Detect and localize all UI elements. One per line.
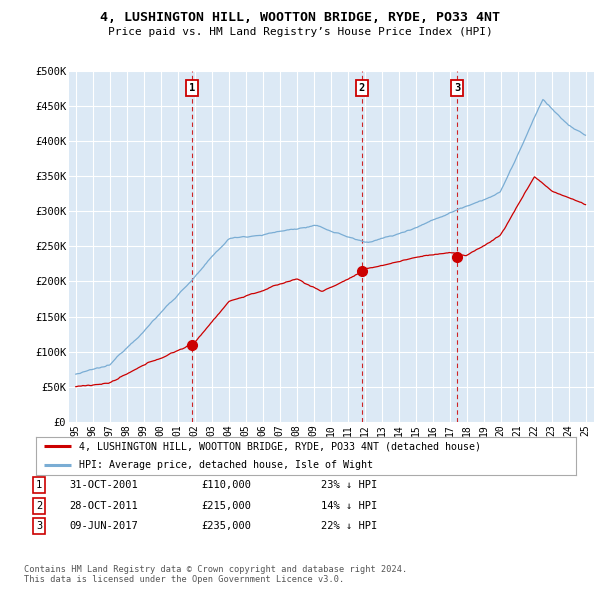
Text: 1: 1 [189, 83, 195, 93]
Text: 1: 1 [36, 480, 42, 490]
Text: 23% ↓ HPI: 23% ↓ HPI [321, 480, 377, 490]
Text: HPI: Average price, detached house, Isle of Wight: HPI: Average price, detached house, Isle… [79, 460, 373, 470]
Text: £235,000: £235,000 [201, 522, 251, 531]
Text: 3: 3 [36, 522, 42, 531]
Text: 2: 2 [36, 501, 42, 510]
Text: 09-JUN-2017: 09-JUN-2017 [69, 522, 138, 531]
Text: £215,000: £215,000 [201, 501, 251, 510]
Text: 3: 3 [454, 83, 460, 93]
Text: 28-OCT-2011: 28-OCT-2011 [69, 501, 138, 510]
Text: 2: 2 [359, 83, 365, 93]
Text: Contains HM Land Registry data © Crown copyright and database right 2024.
This d: Contains HM Land Registry data © Crown c… [24, 565, 407, 584]
Text: Price paid vs. HM Land Registry’s House Price Index (HPI): Price paid vs. HM Land Registry’s House … [107, 27, 493, 37]
Text: 22% ↓ HPI: 22% ↓ HPI [321, 522, 377, 531]
Text: 14% ↓ HPI: 14% ↓ HPI [321, 501, 377, 510]
Text: £110,000: £110,000 [201, 480, 251, 490]
Text: 4, LUSHINGTON HILL, WOOTTON BRIDGE, RYDE, PO33 4NT (detached house): 4, LUSHINGTON HILL, WOOTTON BRIDGE, RYDE… [79, 441, 481, 451]
Text: 31-OCT-2001: 31-OCT-2001 [69, 480, 138, 490]
Text: 4, LUSHINGTON HILL, WOOTTON BRIDGE, RYDE, PO33 4NT: 4, LUSHINGTON HILL, WOOTTON BRIDGE, RYDE… [100, 11, 500, 24]
